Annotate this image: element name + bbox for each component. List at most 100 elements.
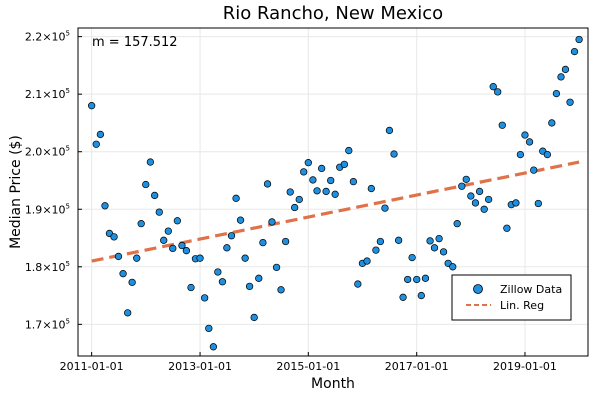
y-tick-exponent: 5 [66,87,70,95]
data-point [87,102,96,110]
data-point [322,187,330,196]
y-tick-text: 1.7×105 [25,317,70,331]
data-point [475,187,484,196]
data-point [404,275,412,284]
legend-box [451,274,572,321]
data-point [408,253,416,262]
y-tick-mantissa: 1.7 [25,318,43,331]
data-point [124,309,132,317]
y-tick-exponent: 5 [66,202,70,210]
data-point [561,65,570,74]
data-point [146,158,155,166]
data-point [543,150,552,159]
x-axis-label: Month [311,376,355,392]
x-tick-label: 2011-01-01 [60,360,124,373]
data-point [354,280,362,288]
data-point [480,205,488,213]
y-tick-mantissa: 1.8 [25,261,43,274]
data-point [281,237,290,246]
data-point [385,126,394,135]
y-tick-text: 2.0×105 [25,145,70,159]
y-axis-label: Median Price ($) [8,135,24,249]
y-tick-base: ×10 [42,31,65,44]
data-point [101,202,109,210]
y-tick-label: 1.7×105 [25,317,70,331]
y-tick-label: 2.0×105 [25,145,70,159]
data-point [259,238,267,247]
data-point [345,146,353,155]
y-tick-mantissa: 2.2 [25,31,43,44]
data-point [182,247,191,255]
data-point [394,236,403,244]
y-tick-text: 1.9×105 [25,202,70,216]
y-tick-text: 2.1×105 [25,87,70,101]
data-point [399,293,407,301]
data-point [426,237,434,245]
data-point [187,283,195,292]
data-point [250,313,258,322]
y-tick-mantissa: 2.0 [25,146,43,159]
chart-title: Rio Rancho, New Mexico [223,3,443,24]
data-point [110,233,118,241]
legend-marker-zillow [473,284,483,294]
x-tick-label: 2015-01-01 [276,360,340,373]
y-tick-base: ×10 [42,318,65,331]
data-point [160,236,168,244]
data-point [417,291,425,300]
data-point [277,286,285,294]
data-point [232,194,240,202]
data-point [245,282,254,291]
data-point [263,180,272,188]
y-tick-mantissa: 2.1 [25,88,43,101]
data-point [467,192,475,200]
data-point [114,252,123,261]
data-point [552,89,561,98]
y-tick-base: ×10 [42,203,65,216]
data-point [151,191,159,200]
data-point [173,217,182,225]
data-point [327,176,335,185]
y-tick-exponent: 5 [66,30,70,38]
data-point [227,232,236,240]
grid-lines [78,28,588,356]
data-point [390,150,398,158]
x-tick-label: 2013-01-01 [168,360,232,373]
data-point [133,254,141,262]
data-point [363,257,371,265]
data-point [268,218,276,226]
data-point [449,263,457,271]
data-point [205,324,213,333]
regression-line-layer [91,160,580,263]
plot-frame [77,27,589,357]
data-point [92,140,100,148]
y-tick-exponent: 5 [66,260,70,268]
data-point [421,274,430,282]
data-point [349,177,358,186]
y-tick-base: ×10 [42,88,65,101]
data-point [309,176,317,184]
data-point [521,131,529,139]
y-tick-label: 2.1×105 [25,87,70,101]
data-point [155,208,163,216]
data-point [223,244,231,252]
y-tick-label: 1.8×105 [25,260,70,274]
data-point [236,216,245,224]
data-point [137,219,145,228]
data-point [525,138,534,146]
data-point [489,83,497,91]
data-point [462,175,470,183]
data-point [439,248,448,256]
y-tick-label: 2.2×105 [25,30,70,44]
legend-label-zillow: Zillow Data [500,283,562,296]
data-point [512,199,520,207]
data-point [570,47,579,56]
data-point [286,188,294,196]
data-point [96,130,105,139]
y-tick-exponent: 5 [66,317,70,325]
y-tick-label: 1.9×105 [25,202,70,216]
data-point [498,121,506,129]
data-point [142,180,150,189]
data-point [169,244,177,253]
data-point [331,190,339,198]
data-point [575,35,583,44]
